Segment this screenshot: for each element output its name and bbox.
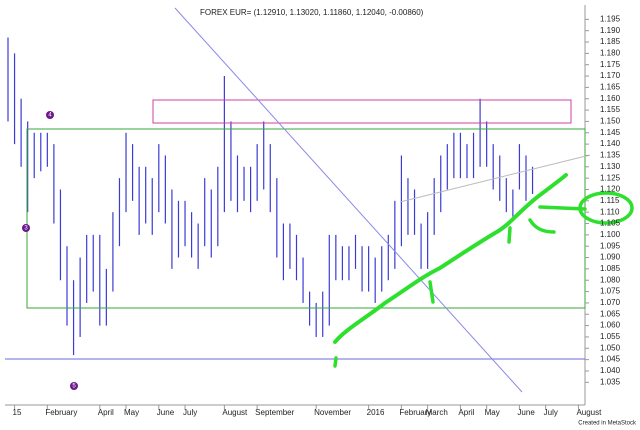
wave-label: 3 xyxy=(24,226,28,232)
y-tick-label: 1.090 xyxy=(600,253,621,262)
x-tick-label: August xyxy=(576,408,602,417)
y-tick-label: 1.115 xyxy=(600,196,620,205)
y-tick-label: 1.050 xyxy=(600,343,621,352)
y-tick-label: 1.140 xyxy=(600,139,621,148)
y-tick-label: 1.080 xyxy=(600,275,621,284)
y-tick-label: 1.175 xyxy=(600,60,621,69)
y-tick-label: 1.035 xyxy=(600,377,621,386)
resistance-box xyxy=(152,99,572,124)
x-tick-label: 15 xyxy=(13,408,22,417)
y-tick-label: 1.155 xyxy=(600,105,621,114)
x-tick-label: February xyxy=(45,408,77,417)
x-tick-label: July xyxy=(544,408,558,417)
x-tick-label: July xyxy=(183,408,197,417)
y-tick-label: 1.040 xyxy=(600,366,621,375)
y-tick-label: 1.075 xyxy=(600,287,621,296)
y-tick-label: 1.135 xyxy=(600,151,621,160)
y-tick-label: 1.165 xyxy=(600,83,621,92)
chart-title: FOREX EUR= (1.12910, 1.13020, 1.11860, 1… xyxy=(200,8,424,17)
wave-label: 5 xyxy=(72,384,76,390)
y-tick-label: 1.185 xyxy=(600,37,621,46)
y-tick-label: 1.100 xyxy=(600,230,621,239)
x-tick-label: April xyxy=(458,408,474,417)
y-tick-label: 1.130 xyxy=(600,162,621,171)
y-tick-label: 1.180 xyxy=(600,48,621,57)
footer: Created in MetaStock xyxy=(578,421,637,427)
x-tick-label: August xyxy=(222,408,248,417)
y-tick-label: 1.045 xyxy=(600,355,621,364)
x-tick-label: June xyxy=(157,408,175,417)
hand-drawn-curve xyxy=(333,173,568,344)
y-tick-label: 1.065 xyxy=(600,309,621,318)
x-tick-label: June xyxy=(517,408,535,417)
trend-line xyxy=(174,7,523,393)
y-tick-label: 1.150 xyxy=(600,117,621,126)
y-tick-label: 1.105 xyxy=(600,219,621,228)
y-tick-label: 1.085 xyxy=(600,264,621,273)
x-tick-label: May xyxy=(124,408,139,417)
wave-label: 4 xyxy=(48,113,52,119)
hand-drawn-marks xyxy=(333,205,587,368)
y-tick-label: 1.060 xyxy=(600,321,621,330)
x-tick-label: May xyxy=(485,408,500,417)
x-tick-label: March xyxy=(426,408,448,417)
y-tick-label: 1.055 xyxy=(600,332,621,341)
y-tick-label: 1.070 xyxy=(600,298,621,307)
highlight-circle xyxy=(578,191,634,225)
y-tick-label: 1.120 xyxy=(600,185,621,194)
y-tick-label: 1.190 xyxy=(600,26,621,35)
x-tick-label: 2016 xyxy=(367,408,385,417)
y-tick-label: 1.160 xyxy=(600,94,621,103)
wave-marker xyxy=(46,111,54,119)
y-tick-label: 1.145 xyxy=(600,128,621,137)
bars xyxy=(7,37,534,356)
x-tick-label: September xyxy=(255,408,294,417)
y-tick-label: 1.110 xyxy=(600,207,620,216)
wave-marker xyxy=(70,382,78,390)
y-tick-label: 1.195 xyxy=(600,14,621,23)
y-tick-label: 1.170 xyxy=(600,71,621,80)
trend-line-2 xyxy=(399,154,591,203)
x-tick-label: November xyxy=(314,408,351,417)
x-tick-label: February xyxy=(399,408,431,417)
y-tick-label: 1.095 xyxy=(600,241,621,250)
y-tick-label: 1.125 xyxy=(600,173,621,182)
x-tick-label: April xyxy=(98,408,114,417)
wave-marker xyxy=(22,224,30,232)
